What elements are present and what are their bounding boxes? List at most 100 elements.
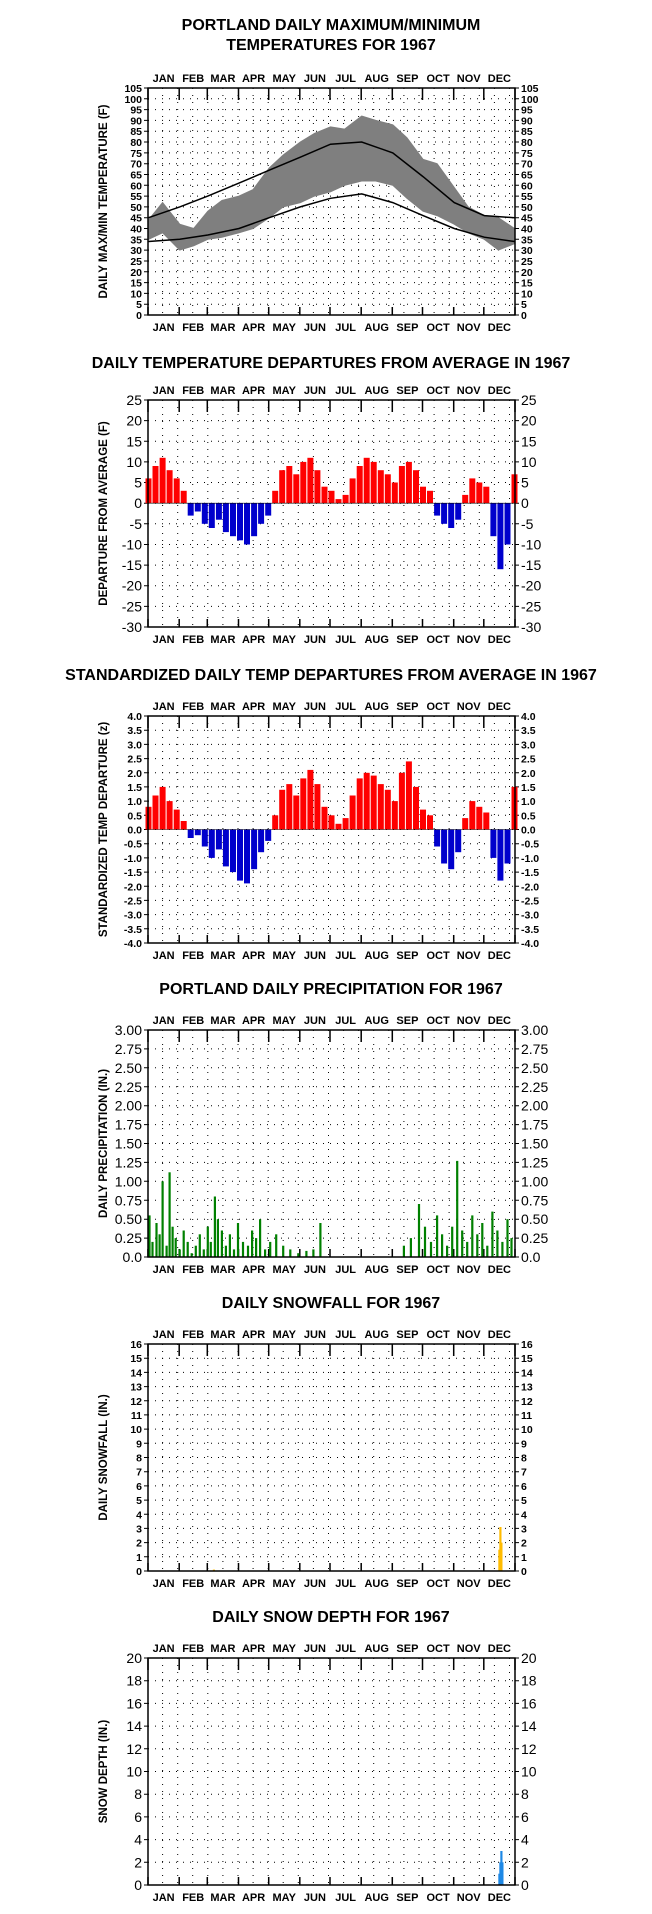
y-tick-label-right: 3.0 bbox=[521, 739, 536, 751]
data-bar bbox=[349, 795, 356, 830]
data-bar bbox=[174, 1238, 177, 1257]
y-tick-label-right: 2.5 bbox=[521, 754, 536, 766]
data-bar bbox=[476, 1234, 479, 1257]
chart-title: DAILY SNOW DEPTH FOR 1967 bbox=[212, 1609, 449, 1626]
y-tick-label-right: 25 bbox=[521, 256, 533, 268]
data-bar bbox=[230, 829, 236, 873]
data-bar bbox=[194, 503, 201, 512]
month-label-bottom: MAY bbox=[272, 634, 296, 646]
y-tick-label-right: -30 bbox=[521, 619, 541, 635]
y-tick-label-right: 6 bbox=[521, 1809, 529, 1825]
data-bar bbox=[491, 1211, 494, 1257]
month-ticks bbox=[147, 1030, 516, 1257]
y-tick-label-right: 95 bbox=[521, 105, 533, 117]
data-bar bbox=[356, 466, 363, 504]
data-bar bbox=[462, 494, 469, 504]
month-label-bottom: MAR bbox=[210, 1578, 235, 1590]
data-bar bbox=[409, 1238, 412, 1257]
data-bar bbox=[264, 1249, 267, 1257]
y-tick-label-left: 6 bbox=[134, 1809, 142, 1825]
y-tick-label-left: -5 bbox=[130, 516, 143, 532]
y-tick-label-left: 2.25 bbox=[115, 1079, 142, 1095]
month-label-top: APR bbox=[242, 73, 265, 85]
month-label-top: MAR bbox=[210, 1329, 235, 1341]
y-ticks bbox=[144, 87, 519, 316]
y-tick-label-left: 5 bbox=[136, 1495, 142, 1507]
data-bar bbox=[448, 503, 455, 528]
y-tick-label-left: 50 bbox=[130, 202, 142, 214]
month-label-bottom: MAR bbox=[210, 634, 235, 646]
data-bar bbox=[272, 490, 279, 504]
y-ticks bbox=[144, 1343, 519, 1572]
y-tick-label-left: -15 bbox=[122, 557, 142, 573]
data-bar bbox=[293, 474, 300, 504]
data-bar bbox=[490, 503, 497, 537]
y-tick-label-right: 65 bbox=[521, 170, 533, 182]
data-bar bbox=[423, 1226, 427, 1257]
y-tick-label-left: 10 bbox=[130, 288, 142, 300]
y-tick-label-left: 3.5 bbox=[127, 725, 142, 737]
data-bar bbox=[155, 1223, 158, 1257]
data-bar bbox=[152, 795, 159, 830]
month-label-bottom: JUN bbox=[304, 1578, 326, 1590]
y-tick-label-left: 0 bbox=[136, 1566, 142, 1578]
data-bar bbox=[168, 1172, 171, 1257]
month-label-top: SEP bbox=[396, 73, 418, 85]
y-tick-label-left: 11 bbox=[131, 1410, 142, 1422]
month-label-bottom: FEB bbox=[182, 322, 204, 334]
data-bar bbox=[161, 1181, 164, 1257]
grid-dots bbox=[148, 1344, 515, 1571]
y-tick-label-left: 13 bbox=[130, 1382, 142, 1394]
data-bar bbox=[208, 503, 215, 528]
month-label-top: MAY bbox=[272, 1015, 296, 1027]
month-label-top: MAY bbox=[272, 73, 296, 85]
month-label-bottom: DEC bbox=[488, 1892, 511, 1904]
month-label-top: FEB bbox=[182, 701, 204, 713]
month-label-top: NOV bbox=[457, 1643, 482, 1655]
y-axis-label: STANDARDIZED TEMP DEPARTURE (z) bbox=[98, 722, 110, 937]
data-bar bbox=[222, 503, 229, 533]
data-bar bbox=[228, 1234, 231, 1257]
data-bar bbox=[165, 1245, 168, 1257]
y-tick-label-right: 1.50 bbox=[521, 1136, 548, 1152]
month-label-top: AUG bbox=[364, 1643, 388, 1655]
y-tick-label-right: 14 bbox=[521, 1718, 537, 1734]
y-tick-label-left: 0.75 bbox=[115, 1192, 142, 1208]
data-bar bbox=[269, 1241, 272, 1257]
data-bar bbox=[417, 1204, 421, 1257]
data-bar bbox=[363, 772, 370, 830]
data-bar bbox=[476, 806, 483, 830]
data-bar bbox=[510, 1238, 513, 1257]
month-label-top: APR bbox=[242, 1329, 265, 1341]
y-tick-label-right: 1.25 bbox=[521, 1154, 548, 1170]
y-tick-label-right: 1 bbox=[521, 1552, 527, 1564]
y-tick-label-right: 0.50 bbox=[521, 1211, 548, 1227]
plot-frame bbox=[147, 1029, 516, 1258]
data-bar bbox=[307, 457, 314, 504]
month-label-bottom: NOV bbox=[457, 950, 482, 962]
data-bar bbox=[202, 1249, 205, 1257]
month-label-top: JUN bbox=[304, 701, 326, 713]
data-bar bbox=[328, 815, 335, 830]
data-bar bbox=[186, 1241, 189, 1257]
data-bar bbox=[469, 801, 476, 830]
chart-title: DAILY SNOWFALL FOR 1967 bbox=[222, 1295, 441, 1312]
y-tick-label-right: 7 bbox=[521, 1467, 527, 1479]
month-label-top: JUL bbox=[335, 385, 356, 397]
data-bar bbox=[504, 829, 511, 864]
data-bar bbox=[506, 1219, 509, 1257]
y-tick-label-left: 10 bbox=[126, 454, 142, 470]
month-label-bottom: AUG bbox=[364, 322, 388, 334]
y-tick-label-left: 45 bbox=[130, 213, 142, 225]
y-tick-label-left: 14 bbox=[130, 1367, 142, 1379]
month-label-top: MAY bbox=[272, 385, 296, 397]
data-bar bbox=[429, 1241, 433, 1257]
month-label-bottom: JAN bbox=[153, 950, 175, 962]
data-bar bbox=[461, 1230, 464, 1257]
month-label-top: DEC bbox=[488, 385, 511, 397]
data-bar bbox=[490, 829, 497, 858]
month-label-bottom: APR bbox=[242, 950, 265, 962]
y-tick-label-right: 2.75 bbox=[521, 1041, 548, 1057]
y-tick-label-right: 0 bbox=[521, 310, 527, 322]
